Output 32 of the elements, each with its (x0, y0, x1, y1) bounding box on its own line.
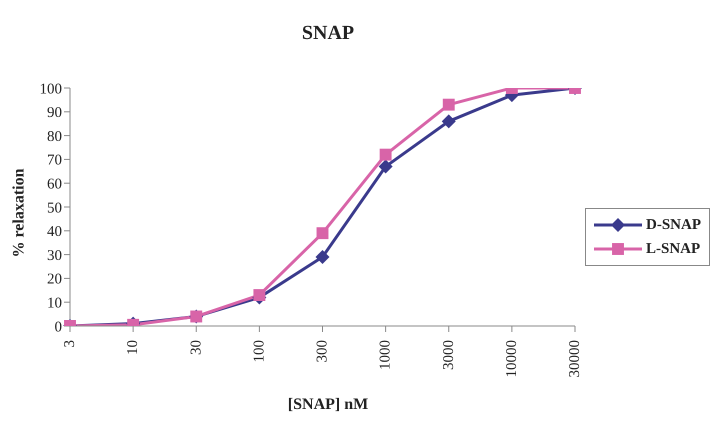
y-tick-label: 10 (47, 296, 62, 312)
point (378, 160, 393, 174)
legend-label: D-SNAP (646, 216, 701, 234)
point (380, 148, 392, 161)
x-tick-label: 30000 (567, 340, 583, 378)
y-tick-label: 70 (47, 152, 62, 169)
point (442, 114, 456, 128)
y-tick-label: 0 (54, 319, 62, 336)
y-axis-title: % relaxation (11, 168, 29, 258)
y-tick-label: 90 (47, 105, 62, 122)
point (316, 227, 328, 240)
x-tick-label: 10000 (504, 340, 520, 378)
x-tick-label: 3 (62, 340, 78, 348)
point (316, 250, 330, 264)
point (253, 289, 266, 302)
y-tick-label: 20 (47, 272, 62, 288)
x-axis-title: [SNAP] nM (286, 396, 370, 414)
x-tick-label: 30 (188, 340, 204, 355)
chart-title: SNAP (300, 22, 356, 45)
y-tick-label: 50 (47, 200, 62, 216)
x-tick-label: 300 (314, 340, 330, 362)
x-tick-label: 3000 (440, 340, 457, 370)
x-tick-label: 10 (125, 340, 142, 355)
y-tick-label: 60 (47, 176, 62, 193)
legend-label: L-SNAP (646, 240, 700, 258)
point (442, 98, 455, 111)
y-tick-label: 30 (47, 248, 62, 264)
y-tick-label: 100 (40, 81, 62, 98)
y-tick-label: 80 (47, 128, 62, 145)
y-tick-label: 40 (47, 224, 62, 240)
x-tick-label: 1000 (378, 340, 394, 370)
x-tick-label: 100 (251, 340, 268, 362)
